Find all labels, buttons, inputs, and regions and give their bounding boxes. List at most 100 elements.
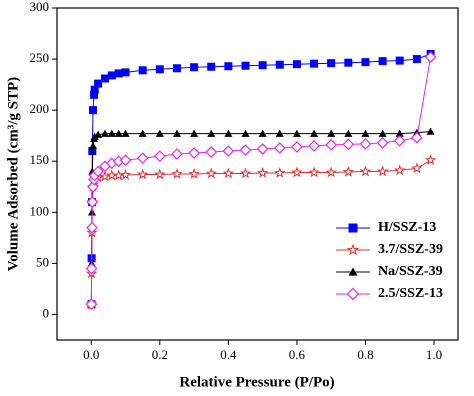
marker: [327, 129, 336, 137]
marker: [327, 59, 336, 68]
marker: [258, 61, 267, 70]
marker: [411, 131, 423, 144]
marker: [114, 69, 123, 78]
marker: [188, 147, 200, 159]
marker: [424, 154, 437, 166]
legend-text: 2.5/SSZ-13: [378, 286, 443, 301]
y-tick-label: 0: [43, 305, 50, 320]
marker: [138, 66, 147, 75]
marker: [171, 167, 183, 179]
y-tick-label: 300: [30, 0, 50, 14]
marker: [344, 58, 353, 67]
marker: [292, 60, 301, 69]
plot-frame: [56, 7, 459, 341]
marker: [136, 152, 149, 165]
marker: [205, 167, 217, 179]
marker: [395, 56, 404, 65]
x-tick-label: 0.6: [289, 347, 306, 362]
legend-marker: [346, 243, 360, 256]
legend-marker: [348, 267, 358, 276]
legend-text: H/SSZ-13: [378, 220, 436, 235]
y-tick-label: 150: [30, 152, 50, 167]
marker: [222, 145, 235, 157]
marker: [172, 64, 181, 73]
marker: [90, 132, 99, 140]
marker: [274, 166, 286, 178]
marker: [325, 166, 337, 178]
legend-marker: [346, 287, 360, 301]
marker: [344, 129, 353, 137]
marker: [138, 129, 147, 137]
marker: [412, 55, 421, 64]
marker: [292, 129, 301, 137]
marker: [378, 129, 387, 137]
marker: [342, 165, 355, 177]
marker: [411, 162, 423, 174]
marker: [275, 60, 284, 69]
marker: [90, 85, 99, 94]
marker: [85, 262, 98, 275]
marker: [325, 139, 338, 151]
marker: [86, 196, 99, 208]
marker: [106, 169, 118, 181]
x-axis-title: Relative Pressure (P/Po): [179, 374, 334, 390]
marker: [190, 129, 199, 137]
marker: [376, 165, 389, 177]
marker: [239, 167, 252, 179]
marker: [378, 57, 387, 66]
marker: [361, 129, 370, 137]
marker: [241, 61, 250, 70]
marker: [112, 169, 125, 181]
marker: [88, 141, 97, 150]
marker: [342, 138, 355, 151]
marker: [86, 221, 98, 234]
marker: [207, 62, 216, 71]
marker: [426, 127, 435, 135]
marker: [393, 134, 406, 147]
marker: [239, 144, 252, 156]
legend-text: 3.7/SSZ-39: [378, 242, 443, 257]
legend: H/SSZ-13 3.7/SSZ-39 Na/SSZ-39 2.5/SSZ-13: [336, 220, 443, 301]
marker: [207, 129, 216, 137]
y-tick-label: 100: [30, 203, 50, 218]
marker: [241, 129, 250, 137]
marker: [190, 63, 199, 72]
marker: [291, 141, 303, 153]
marker: [308, 166, 320, 178]
marker: [100, 74, 109, 83]
marker: [121, 129, 130, 137]
marker: [361, 58, 370, 67]
marker: [100, 129, 109, 137]
y-axis-title: Volume Adsorbed (cm³/g STP): [5, 77, 21, 271]
marker: [88, 147, 97, 156]
marker: [85, 298, 98, 311]
marker: [256, 143, 269, 155]
marker: [291, 166, 303, 178]
marker: [155, 65, 164, 74]
y-tick-label: 200: [30, 101, 50, 116]
marker: [119, 154, 132, 167]
marker: [395, 129, 404, 137]
x-tick-label: 1.0: [426, 347, 442, 362]
marker: [359, 165, 372, 177]
x-tick-label: 0.4: [220, 347, 237, 362]
marker: [121, 68, 130, 77]
marker: [258, 129, 267, 137]
marker: [90, 90, 99, 99]
marker: [155, 129, 164, 137]
marker: [172, 129, 181, 137]
marker: [107, 129, 116, 137]
legend-marker: [348, 223, 358, 233]
marker: [224, 129, 233, 137]
marker: [119, 168, 132, 180]
y-tick-label: 250: [30, 50, 50, 65]
marker: [92, 165, 104, 178]
marker: [273, 142, 286, 154]
marker: [88, 106, 97, 115]
marker: [154, 168, 166, 180]
marker: [394, 164, 406, 176]
marker: [107, 71, 116, 80]
marker: [376, 136, 389, 149]
